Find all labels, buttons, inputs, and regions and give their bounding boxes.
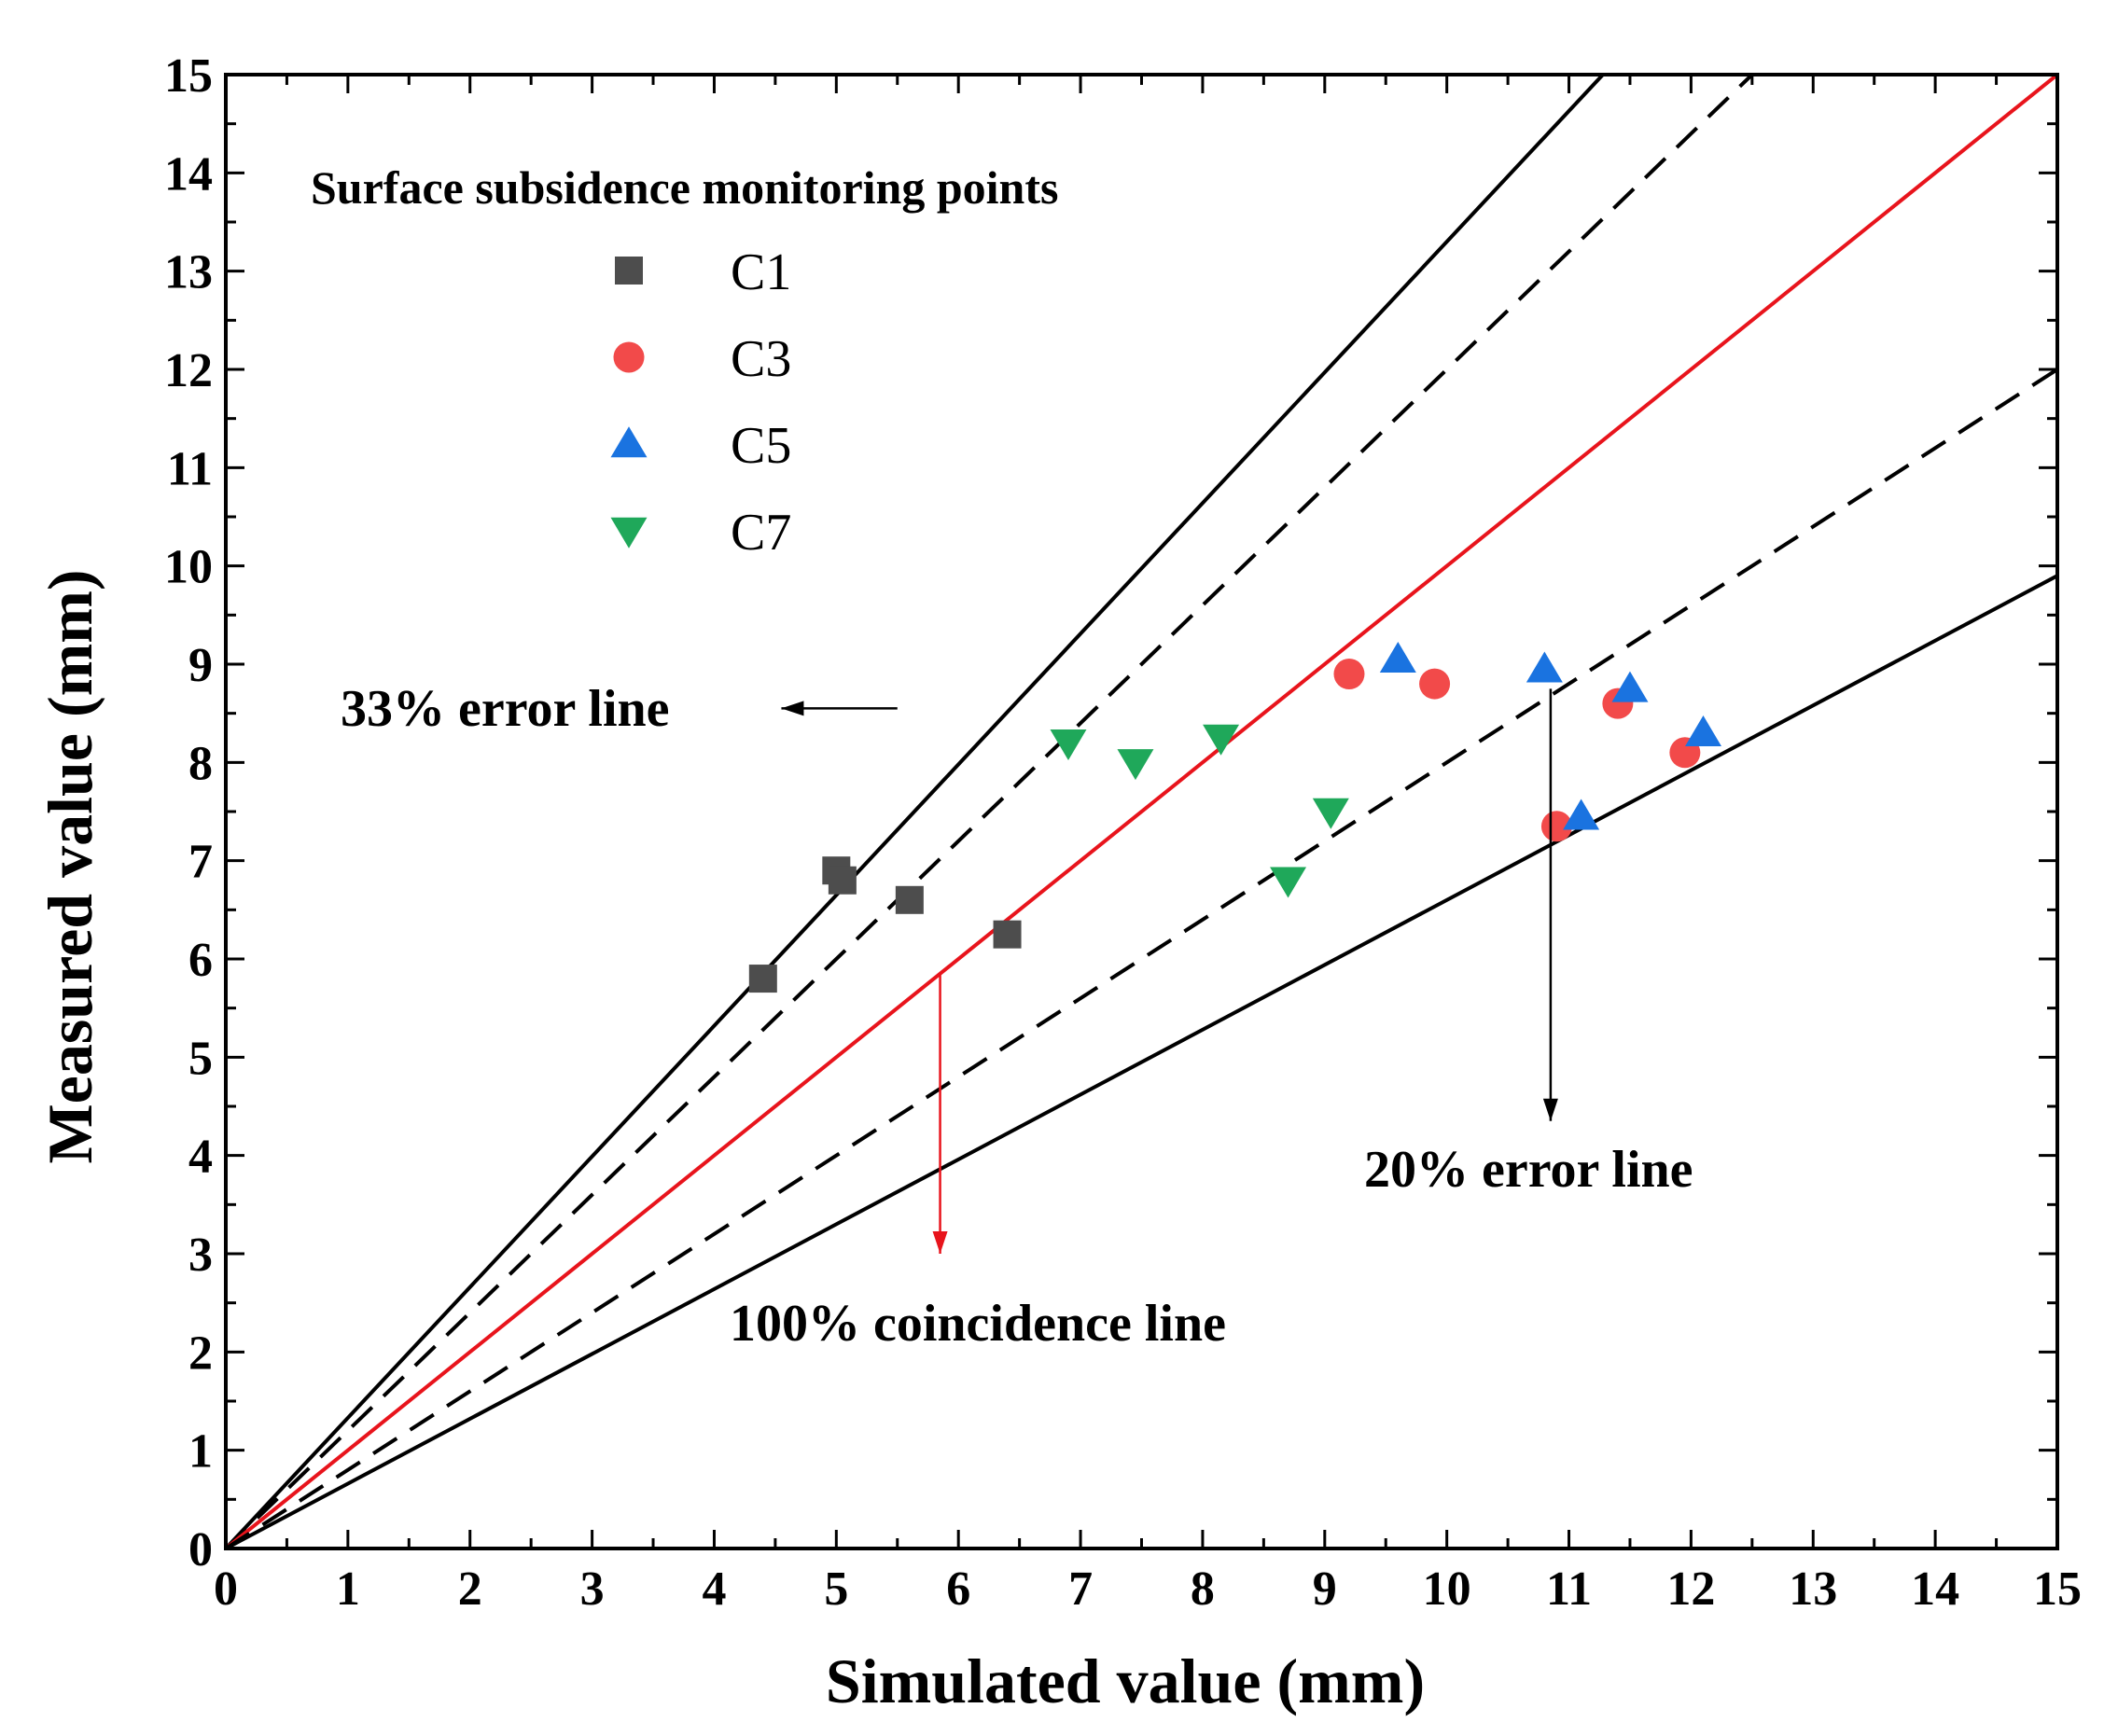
y-tick-label: 8 (188, 737, 213, 790)
legend-label-c1: C1 (731, 243, 791, 301)
x-tick-label: 6 (946, 1562, 970, 1616)
point-c7-4 (1270, 867, 1307, 898)
x-tick-label: 9 (1313, 1562, 1337, 1616)
y-tick-label: 11 (167, 442, 213, 495)
x-tick-labels: 0 1 2 3 4 5 6 7 8 9 10 11 12 13 14 15 (214, 1562, 2082, 1616)
legend: Surface subsidence monitoring points C1 C… (311, 161, 1058, 562)
reference-line-lower-20 (226, 368, 2057, 1549)
legend-marker-c5 (610, 426, 648, 458)
annotations: 33% error line 20% error line 100% coinc… (341, 680, 1693, 1353)
point-c5-5 (1684, 715, 1721, 746)
legend-marker-c3 (613, 341, 645, 373)
x-tick-label: 4 (702, 1562, 726, 1616)
point-c3-1 (1333, 659, 1365, 690)
x-tick-label: 13 (1789, 1562, 1837, 1616)
x-tick-label: 2 (458, 1562, 482, 1616)
point-c1-3 (828, 866, 857, 895)
x-tick-label: 0 (214, 1562, 238, 1616)
reference-line-upper-33 (226, 75, 1605, 1549)
point-c1-5 (993, 920, 1022, 949)
x-tick-label: 15 (2033, 1562, 2082, 1616)
annotation-arrow-head-2 (1542, 1098, 1558, 1121)
y-tick-label: 12 (164, 344, 213, 397)
x-tick-label: 14 (1911, 1562, 1959, 1616)
y-tick-label: 4 (188, 1131, 213, 1184)
point-c3-2 (1419, 668, 1451, 700)
y-tick-label: 6 (188, 934, 213, 987)
x-tick-label: 5 (824, 1562, 848, 1616)
legend-marker-c7 (610, 517, 648, 549)
x-tick-label: 10 (1423, 1562, 1471, 1616)
x-axis-title: Simulated value (mm) (826, 1646, 1425, 1716)
reference-line-coincidence (226, 75, 2057, 1549)
point-c7-3 (1203, 724, 1240, 756)
legend-title: Surface subsidence monitoring points (311, 161, 1058, 214)
annotation-33-error-line: 33% error line (341, 680, 670, 738)
reference-line-lower-33 (226, 574, 2057, 1549)
annotation-arrow-head-3 (932, 1231, 948, 1254)
data-points (748, 641, 1721, 993)
y-tick-label: 13 (164, 246, 213, 299)
annotation-arrow-head-1 (781, 701, 804, 716)
y-tick-label: 2 (188, 1326, 213, 1380)
reference-line-upper-20 (226, 75, 1754, 1549)
y-tick-label: 1 (188, 1425, 213, 1479)
point-c1-1 (748, 965, 777, 993)
x-tick-label: 8 (1191, 1562, 1215, 1616)
y-axis-title: Measured value (mm) (35, 569, 105, 1163)
y-tick-label: 10 (164, 541, 213, 594)
reference-lines (226, 75, 2057, 1549)
annotation-20-error-line: 20% error line (1364, 1141, 1693, 1199)
legend-label-c5: C5 (731, 417, 791, 475)
point-c7-2 (1117, 749, 1154, 781)
y-tick-label: 5 (188, 1032, 213, 1085)
y-tick-label: 7 (188, 836, 213, 889)
legend-label-c3: C3 (731, 330, 791, 388)
point-c5-2 (1526, 651, 1563, 683)
point-c7-5 (1312, 798, 1349, 829)
x-tick-label: 1 (336, 1562, 360, 1616)
y-tick-label: 14 (164, 147, 213, 201)
y-tick-label: 3 (188, 1229, 213, 1282)
y-tick-label: 9 (188, 639, 213, 692)
axis-ticks (224, 73, 2059, 1550)
point-c7-1 (1050, 729, 1087, 761)
x-tick-label: 3 (580, 1562, 605, 1616)
x-tick-label: 12 (1666, 1562, 1715, 1616)
legend-marker-c1 (615, 257, 643, 285)
point-c5-3 (1563, 799, 1600, 830)
annotation-100-coincidence-line: 100% coincidence line (730, 1295, 1226, 1353)
point-c3-3 (1540, 811, 1572, 842)
y-tick-label: 0 (188, 1523, 213, 1576)
x-tick-label: 11 (1546, 1562, 1592, 1616)
legend-label-c7: C7 (731, 504, 791, 562)
x-tick-label: 7 (1068, 1562, 1093, 1616)
point-c5-4 (1611, 671, 1649, 702)
point-c1-4 (895, 885, 924, 914)
point-c5-1 (1379, 641, 1416, 673)
y-tick-label: 15 (164, 49, 213, 103)
